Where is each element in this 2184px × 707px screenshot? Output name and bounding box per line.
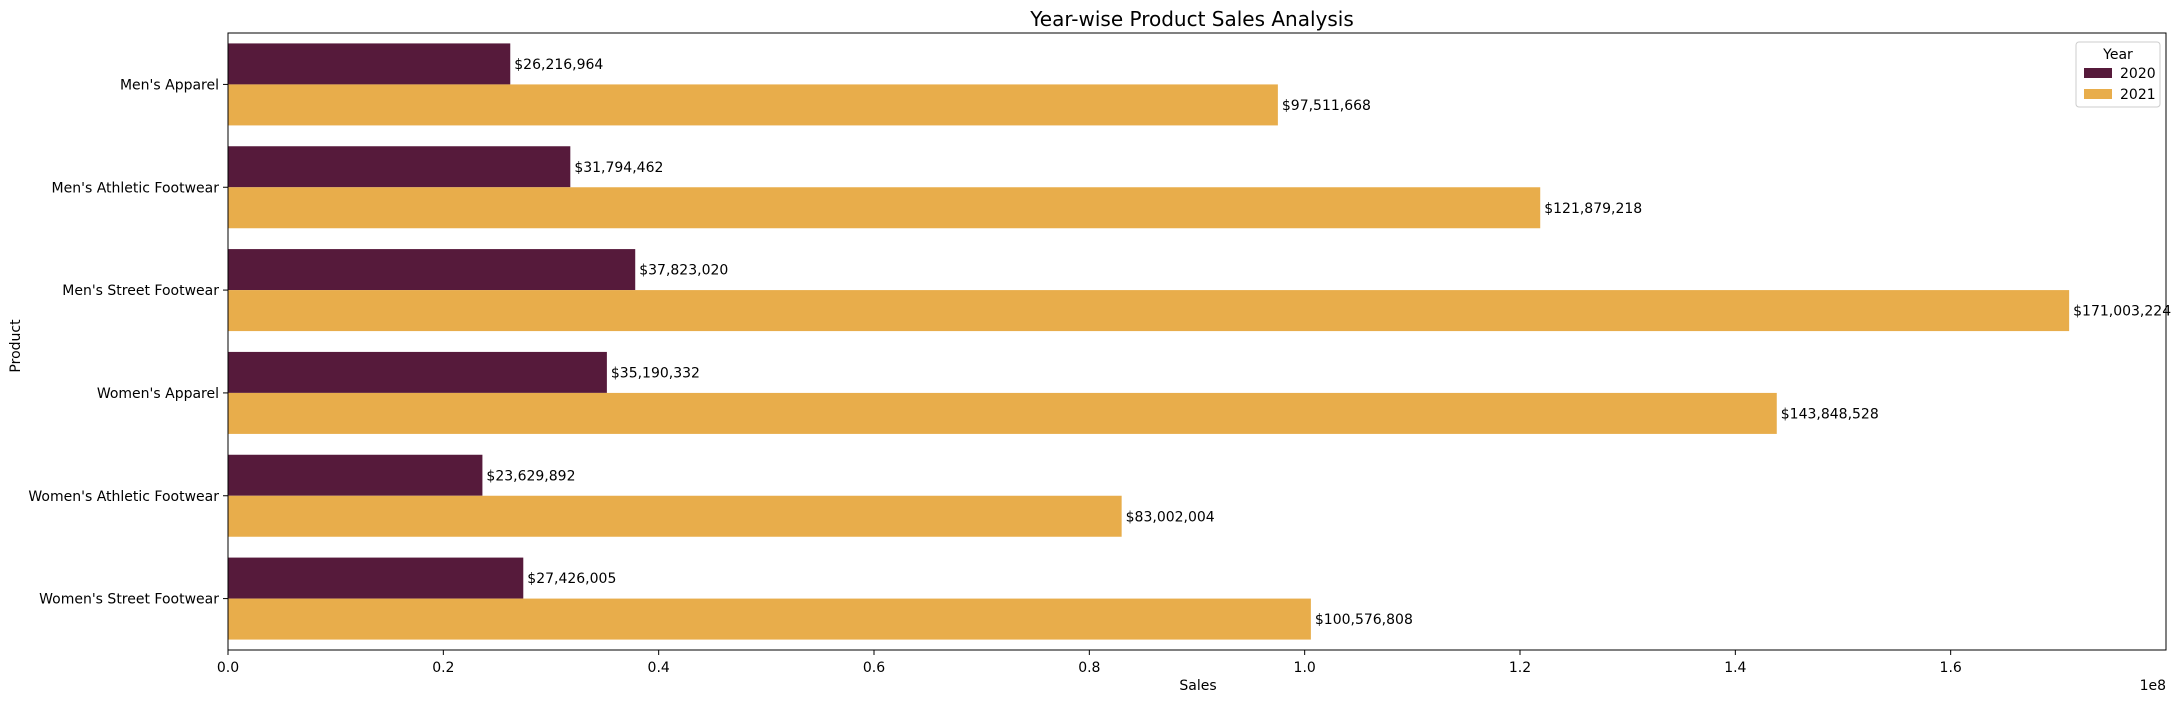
legend-title: Year	[2102, 47, 2133, 63]
bar-2020-1	[228, 146, 571, 188]
bar-2021-4	[228, 495, 1122, 537]
x-axis-offset-label: 1e8	[2140, 678, 2166, 694]
bar-2020-2	[228, 249, 636, 291]
bar-value-label: $100,576,808	[1315, 612, 1413, 628]
bar-2020-3	[228, 351, 607, 393]
legend-label: 2020	[2120, 66, 2156, 82]
y-tick-label: Men's Athletic Footwear	[52, 180, 220, 196]
bar-value-label: $35,190,332	[611, 365, 700, 381]
x-tick-label: 1.4	[1724, 660, 1746, 676]
y-axis-label: Product	[8, 319, 24, 373]
x-tick-label: 0.8	[1078, 660, 1100, 676]
bar-2021-1	[228, 187, 1541, 229]
y-axis: Men's Apparel Men's Athletic Footwear Men'…	[28, 77, 228, 608]
legend: Year 2020 2021	[2075, 41, 2161, 108]
legend-label: 2021	[2120, 87, 2156, 103]
x-tick-label: 0.6	[863, 660, 885, 676]
bar-value-label: $121,879,218	[1544, 201, 1642, 217]
x-tick-label: 1.6	[1940, 660, 1962, 676]
bar-2020-0	[228, 43, 511, 85]
legend-swatch-2020	[2084, 68, 2112, 78]
bar-2021-0	[228, 84, 1278, 126]
x-tick-label: 0.4	[648, 660, 670, 676]
bar-value-label: $26,216,964	[514, 57, 603, 73]
bar-value-label: $97,511,668	[1282, 98, 1371, 114]
bar-labels-layer: $26,216,964 $97,511,668 $31,794,462 $121,87…	[486, 57, 2171, 628]
x-tick-label: 1.2	[1509, 660, 1531, 676]
bar-2020-4	[228, 454, 483, 496]
y-tick-label: Men's Apparel	[120, 77, 219, 93]
legend-swatch-2021	[2084, 89, 2112, 99]
bar-value-label: $171,003,224	[2073, 304, 2171, 320]
plot-frame	[227, 32, 2167, 651]
y-tick-label: Men's Street Footwear	[62, 283, 219, 299]
bar-2021-3	[228, 392, 1777, 434]
chart-title: Year-wise Product Sales Analysis	[1029, 7, 1354, 31]
bar-value-label: $37,823,020	[639, 263, 728, 279]
x-axis-label: Sales	[1179, 678, 1216, 694]
bar-2021-2	[228, 290, 2070, 332]
x-tick-label: 1.0	[1294, 660, 1316, 676]
x-axis: 0.0 0.2 0.4 0.6 0.8 1.0 1.2 1.4 1.6	[217, 650, 1962, 676]
x-tick-label: 0.2	[432, 660, 454, 676]
bars-layer	[228, 43, 2070, 640]
bar-value-label: $83,002,004	[1126, 509, 1215, 525]
x-tick-label: 0.0	[217, 660, 239, 676]
bar-value-label: $31,794,462	[574, 160, 663, 176]
bar-value-label: $143,848,528	[1781, 406, 1879, 422]
bar-2020-5	[228, 557, 524, 599]
y-tick-label: Women's Street Footwear	[39, 592, 219, 608]
bar-value-label: $27,426,005	[527, 571, 616, 587]
bar-value-label: $23,629,892	[486, 468, 575, 484]
y-tick-label: Women's Apparel	[97, 386, 219, 402]
bar-2021-5	[228, 598, 1311, 640]
y-tick-label: Women's Athletic Footwear	[28, 489, 219, 505]
